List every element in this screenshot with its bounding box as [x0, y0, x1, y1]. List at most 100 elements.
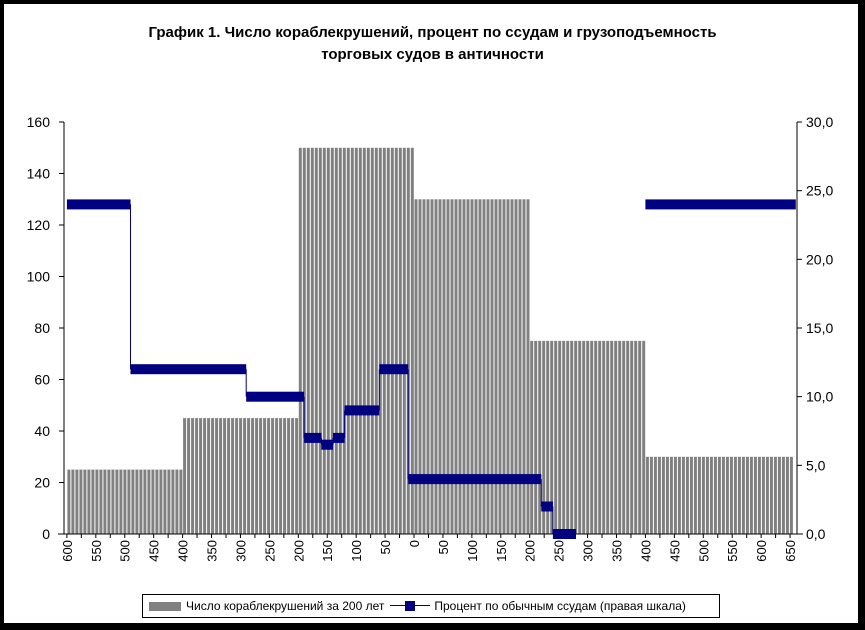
bar-1-0 [183, 418, 187, 534]
bar-3-24 [510, 199, 514, 535]
bar-5-34 [781, 456, 785, 535]
bar-5-2 [653, 456, 657, 535]
bar-3-16 [478, 199, 482, 535]
bar-5-35 [785, 456, 789, 535]
line-segment-10 [552, 529, 576, 539]
bar-3-5 [434, 199, 438, 535]
bar-1-3 [195, 418, 199, 534]
bar-2-14 [354, 147, 358, 535]
bar-5-19 [721, 456, 725, 535]
line-segment-8 [408, 474, 542, 485]
bar-5-17 [713, 456, 717, 535]
bar-5-32 [773, 456, 777, 535]
bar-5-36 [789, 456, 793, 535]
bar-1-23 [275, 418, 279, 534]
x-tick-label-1: 550 [89, 540, 104, 562]
bar-5-26 [749, 456, 753, 535]
x-tick-label-22: 500 [696, 540, 711, 562]
bar-3-18 [486, 199, 490, 535]
y-right-tick-label-4: 20,0 [806, 251, 833, 267]
chart-title: График 1. Число кораблекрушений, процент… [0, 22, 865, 66]
bar-0-16 [131, 469, 135, 534]
bar-0-25 [167, 469, 171, 534]
bar-3-13 [466, 199, 470, 535]
x-tick-label-23: 550 [725, 540, 740, 562]
bar-3-19 [490, 199, 494, 535]
bar-0-19 [143, 469, 147, 534]
bar-2-2 [306, 147, 310, 535]
bar-2-9 [334, 147, 338, 535]
x-tick-label-8: 200 [291, 540, 306, 562]
bar-5-15 [705, 456, 709, 535]
bar-5-18 [717, 456, 721, 535]
bar-4-11 [574, 340, 578, 534]
bar-5-6 [669, 456, 673, 535]
x-tick-label-15: 150 [494, 540, 509, 562]
bar-5-0 [645, 456, 649, 535]
bar-2-13 [350, 147, 354, 535]
bar-0-11 [111, 469, 115, 534]
bar-1-20 [263, 418, 267, 534]
bar-4-10 [570, 340, 574, 534]
bar-0-6 [91, 469, 95, 534]
legend-line-swatch [390, 601, 431, 611]
bar-5-24 [741, 456, 745, 535]
bar-0-21 [151, 469, 155, 534]
bar-1-14 [239, 418, 243, 534]
bar-1-19 [259, 418, 263, 534]
bar-5-16 [709, 456, 713, 535]
bar-3-21 [498, 199, 502, 535]
bar-3-12 [462, 199, 466, 535]
bar-5-29 [761, 456, 765, 535]
y-left-tick-label-6: 120 [27, 217, 51, 233]
line-segment-6 [344, 405, 380, 416]
bar-3-4 [430, 199, 434, 535]
bar-2-4 [314, 147, 318, 535]
line-segment-7 [379, 364, 409, 375]
bar-0-24 [163, 469, 167, 534]
bar-3-23 [506, 199, 510, 535]
bar-0-22 [155, 469, 159, 534]
x-tick-label-13: 50 [436, 540, 451, 554]
x-tick-label-21: 450 [667, 540, 682, 562]
bar-2-6 [322, 147, 326, 535]
y-right-tick-label-0: 0,0 [806, 526, 826, 542]
x-tick-label-17: 250 [552, 540, 567, 562]
bar-3-28 [526, 199, 530, 535]
bar-2-25 [398, 147, 402, 535]
bar-4-6 [554, 340, 558, 534]
bar-3-10 [454, 199, 458, 535]
bar-1-25 [283, 418, 287, 534]
bar-0-18 [139, 469, 143, 534]
bar-5-33 [777, 456, 781, 535]
bar-1-9 [219, 418, 223, 534]
y-right-tick-label-1: 5,0 [806, 457, 826, 473]
bar-2-0 [298, 147, 302, 535]
x-tick-label-7: 250 [262, 540, 277, 562]
bar-5-12 [693, 456, 697, 535]
bar-1-15 [243, 418, 247, 534]
bar-4-9 [566, 340, 570, 534]
bar-1-18 [255, 418, 259, 534]
bar-4-20 [610, 340, 614, 534]
bar-0-15 [127, 469, 131, 534]
bar-1-21 [267, 418, 271, 534]
bar-4-18 [602, 340, 606, 534]
x-tick-label-19: 350 [610, 540, 625, 562]
bar-0-1 [71, 469, 75, 534]
bar-1-26 [287, 418, 291, 534]
legend-bar-swatch [149, 601, 181, 611]
bar-2-5 [318, 147, 322, 535]
bar-2-19 [374, 147, 378, 535]
bar-2-23 [390, 147, 394, 535]
line-segment-0 [66, 199, 131, 210]
bar-4-27 [638, 340, 642, 534]
bar-2-12 [346, 147, 350, 535]
line-segment-3 [304, 432, 322, 443]
x-tick-label-11: 50 [378, 540, 393, 554]
bar-2-24 [394, 147, 398, 535]
bar-4-15 [590, 340, 594, 534]
legend-item-shipwrecks: Число кораблекрушений за 200 лет [143, 599, 384, 613]
y-left-tick-label-4: 80 [34, 320, 50, 336]
